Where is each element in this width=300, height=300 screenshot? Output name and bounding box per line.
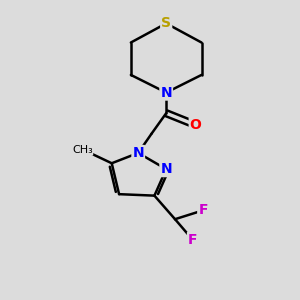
Text: N: N <box>132 146 144 160</box>
Text: N: N <box>160 162 172 176</box>
Text: O: O <box>190 118 202 132</box>
Text: F: F <box>198 203 208 218</box>
Text: N: N <box>160 85 172 100</box>
Text: S: S <box>161 16 171 30</box>
Text: F: F <box>188 233 197 247</box>
Text: CH₃: CH₃ <box>72 145 93 155</box>
